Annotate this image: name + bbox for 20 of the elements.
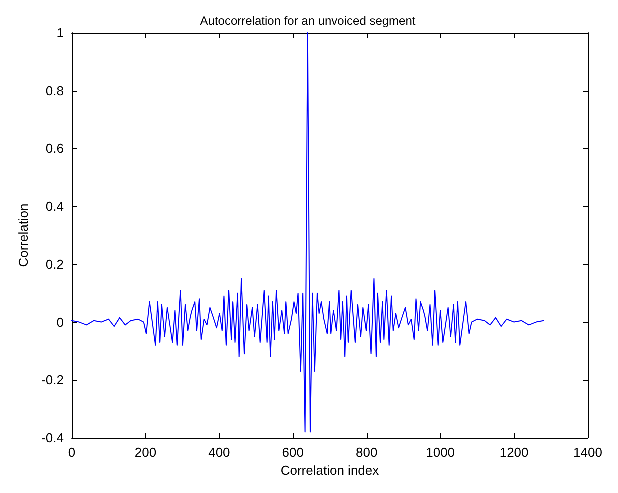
y-tick-label: 0 — [56, 314, 64, 330]
x-tick-label: 1000 — [426, 445, 456, 460]
y-tick-label: 0.6 — [46, 141, 64, 156]
x-tick-label: 1200 — [500, 445, 529, 460]
x-tick-label: 600 — [282, 445, 304, 460]
y-tick-label: 1 — [56, 26, 64, 40]
x-tick-label: 1400 — [574, 445, 602, 460]
y-tick-label: -0.4 — [42, 430, 64, 446]
y-tick-label: 0.2 — [46, 256, 64, 272]
x-axis-title: Correlation index — [280, 462, 380, 478]
y-axis-title: Correlation — [16, 204, 31, 268]
line-series — [72, 32, 544, 433]
x-tick-label: 800 — [356, 445, 378, 460]
chart-title: Autocorrelation for an unvoiced segment — [200, 14, 416, 28]
y-tick-label: 0.8 — [46, 83, 64, 98]
x-tick-label: 0 — [68, 445, 76, 460]
x-tick-label: 400 — [208, 445, 230, 460]
y-tick-label: -0.2 — [42, 372, 64, 388]
y-tick-label: 0.4 — [46, 199, 64, 214]
x-tick-label: 200 — [134, 445, 157, 460]
